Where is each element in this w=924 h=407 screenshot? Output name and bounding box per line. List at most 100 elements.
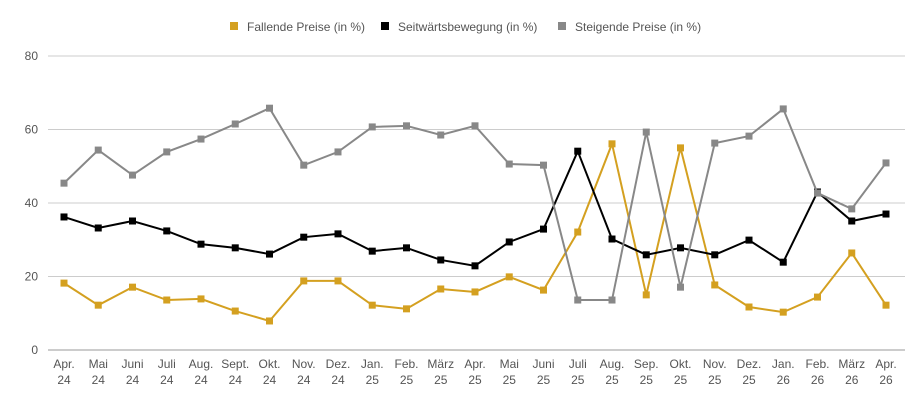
data-point[interactable]	[848, 249, 856, 257]
x-tick-label: Mai 24	[89, 357, 108, 387]
data-point[interactable]	[505, 238, 513, 246]
data-point[interactable]	[574, 147, 582, 155]
x-tick-label: Juli 24	[158, 357, 176, 387]
data-point[interactable]	[163, 148, 171, 156]
data-point[interactable]	[368, 247, 376, 255]
data-point[interactable]	[848, 205, 856, 213]
x-tick-label: Okt. 25	[669, 357, 691, 387]
data-point[interactable]	[471, 262, 479, 270]
data-point[interactable]	[197, 295, 205, 303]
x-tick-label: Aug. 24	[189, 357, 214, 387]
data-point[interactable]	[94, 301, 102, 309]
data-point[interactable]	[60, 213, 68, 221]
data-point[interactable]	[608, 296, 616, 304]
x-tick-label: Juni 25	[532, 357, 554, 387]
data-point[interactable]	[745, 236, 753, 244]
data-point[interactable]	[266, 104, 273, 112]
data-point[interactable]	[505, 273, 513, 281]
data-point[interactable]	[814, 189, 821, 197]
data-point[interactable]	[300, 277, 308, 285]
data-point[interactable]	[163, 227, 171, 235]
data-point[interactable]	[711, 251, 719, 259]
data-point[interactable]	[471, 122, 479, 130]
y-tick-label: 20	[25, 270, 39, 284]
data-point[interactable]	[745, 303, 753, 311]
data-point[interactable]	[882, 159, 890, 167]
data-point[interactable]	[574, 228, 582, 236]
data-point[interactable]	[540, 225, 547, 233]
data-point[interactable]	[60, 279, 68, 287]
data-point[interactable]	[574, 296, 582, 304]
data-point[interactable]	[129, 217, 136, 225]
data-point[interactable]	[779, 308, 787, 316]
data-point[interactable]	[540, 161, 547, 169]
series-line-1	[63, 148, 887, 267]
data-point[interactable]	[403, 305, 410, 313]
legend-label[interactable]: Fallende Preise (in %)	[247, 20, 365, 34]
x-tick-label: Dez. 24	[326, 357, 351, 387]
data-point[interactable]	[334, 230, 342, 238]
data-point[interactable]	[368, 301, 376, 309]
data-point[interactable]	[814, 293, 821, 301]
data-point[interactable]	[94, 224, 102, 232]
data-point[interactable]	[848, 217, 856, 225]
data-point[interactable]	[437, 131, 445, 139]
data-point[interactable]	[608, 235, 616, 243]
data-point[interactable]	[197, 240, 205, 248]
x-tick-label: Apr. 26	[875, 357, 896, 387]
data-point[interactable]	[266, 317, 273, 325]
data-point[interactable]	[540, 286, 547, 294]
data-point[interactable]	[403, 122, 410, 130]
x-tick-label: Sept. 24	[221, 357, 249, 387]
x-tick-label: Feb. 25	[394, 357, 418, 387]
legend-label[interactable]: Steigende Preise (in %)	[575, 20, 701, 34]
data-point[interactable]	[779, 105, 787, 113]
x-tick-label: Sep. 25	[634, 357, 659, 387]
data-point[interactable]	[779, 258, 787, 266]
data-point[interactable]	[711, 139, 719, 147]
x-tick-label: Okt. 24	[258, 357, 280, 387]
data-point[interactable]	[642, 128, 650, 136]
data-point[interactable]	[677, 283, 684, 291]
data-point[interactable]	[505, 160, 513, 168]
data-point[interactable]	[300, 233, 308, 241]
data-point[interactable]	[231, 120, 239, 128]
data-point[interactable]	[129, 283, 136, 291]
data-point[interactable]	[334, 148, 342, 156]
data-point[interactable]	[163, 296, 171, 304]
x-tick-label: Nov. 24	[292, 357, 316, 387]
data-point[interactable]	[300, 161, 308, 169]
data-point[interactable]	[882, 210, 890, 218]
data-point[interactable]	[231, 244, 239, 252]
y-tick-label: 60	[25, 123, 39, 137]
data-point[interactable]	[334, 277, 342, 285]
data-point[interactable]	[642, 251, 650, 259]
data-point[interactable]	[60, 179, 68, 187]
data-point[interactable]	[471, 288, 479, 296]
data-point[interactable]	[642, 291, 650, 299]
data-point[interactable]	[437, 256, 445, 264]
data-point[interactable]	[882, 301, 890, 309]
data-point[interactable]	[129, 171, 136, 179]
data-point[interactable]	[266, 250, 273, 258]
data-point[interactable]	[437, 285, 445, 293]
data-point[interactable]	[94, 146, 102, 154]
legend-label[interactable]: Seitwärtsbewegung (in %)	[398, 20, 537, 34]
y-tick-label: 80	[25, 49, 39, 63]
data-point[interactable]	[231, 307, 239, 315]
x-tick-label: Apr. 24	[53, 357, 74, 387]
x-tick-label: Aug. 25	[600, 357, 625, 387]
data-point[interactable]	[368, 123, 376, 131]
x-tick-label: Feb. 26	[805, 357, 829, 387]
data-point[interactable]	[711, 281, 719, 289]
data-point[interactable]	[608, 140, 616, 148]
data-point[interactable]	[745, 132, 753, 140]
data-point[interactable]	[403, 244, 410, 252]
y-tick-label: 0	[31, 343, 38, 357]
y-tick-label: 40	[25, 196, 39, 210]
x-tick-label: Nov. 25	[703, 357, 727, 387]
data-point[interactable]	[677, 144, 684, 152]
legend-marker	[558, 22, 566, 30]
data-point[interactable]	[677, 244, 684, 252]
data-point[interactable]	[197, 135, 205, 143]
